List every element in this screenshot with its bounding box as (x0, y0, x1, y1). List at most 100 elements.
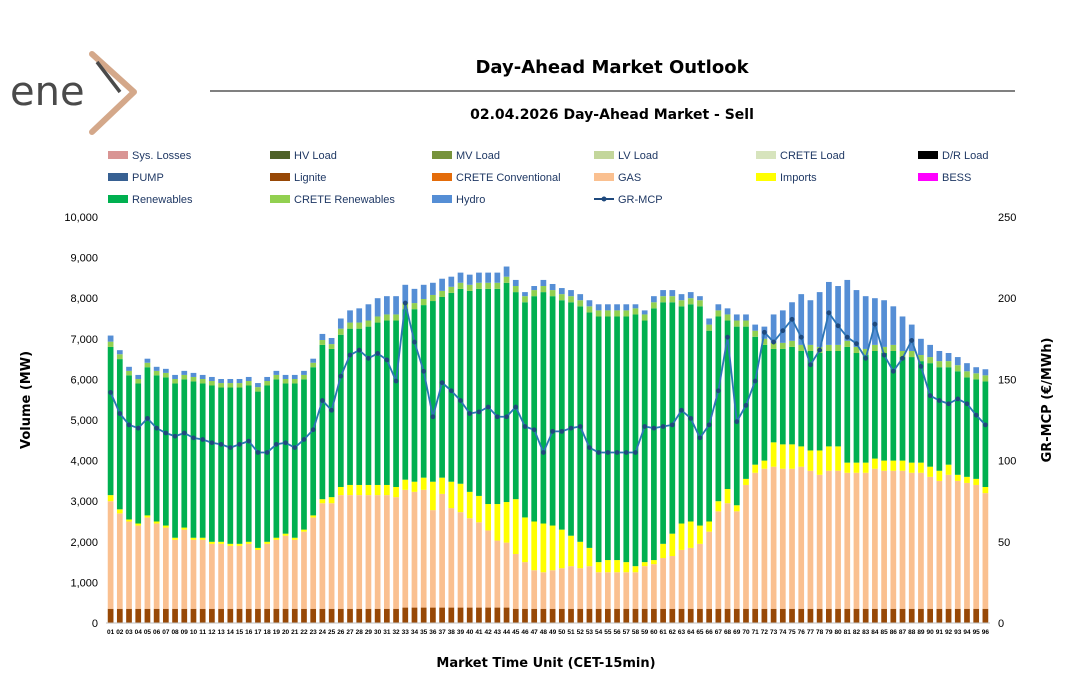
bar-segment-renewables (936, 367, 943, 471)
bar-segment-lignite (669, 608, 676, 623)
bar-segment-hydro (448, 276, 455, 287)
bar-segment-imports (779, 444, 786, 469)
x-tick-label: 72 (761, 629, 769, 636)
bar-segment-hydro (347, 310, 353, 323)
bar-segment-hydro (328, 337, 335, 345)
bar-segment-crete-renewables (632, 308, 639, 315)
x-tick-label: 82 (853, 629, 861, 636)
x-tick-label: 42 (485, 629, 493, 636)
bar-segment-hydro (954, 357, 961, 366)
mcp-point (679, 407, 684, 413)
bar-segment-hydro (982, 369, 989, 376)
bar-segment-crete-renewables (899, 350, 906, 358)
bar-segment-hydro (163, 368, 169, 373)
x-tick-label: 59 (641, 629, 649, 636)
bar-segment-imports (153, 521, 160, 524)
mcp-point (752, 378, 758, 384)
bar-segment-hydro (116, 350, 123, 355)
bar-segment-crete-renewables (135, 378, 142, 384)
bar-segment-renewables (107, 346, 114, 496)
mcp-point (596, 450, 602, 455)
bar-segment-hydro (172, 374, 178, 379)
bar-segment-renewables (328, 348, 335, 498)
bar-segment-hydro (384, 296, 390, 315)
bar-segment-gas (678, 549, 685, 609)
bar-segment-crete-renewables (116, 354, 123, 360)
bar-segment-hydro (715, 304, 722, 311)
bar-segment-lignite (660, 608, 666, 623)
y2-tick-label: 250 (998, 212, 1016, 224)
bar-segment-crete-renewables (577, 300, 584, 307)
bar-segment-imports (227, 543, 234, 546)
bar-segment-gas (273, 539, 280, 609)
bar-segment-renewables (116, 359, 123, 510)
mcp-point (237, 441, 242, 447)
bar-segment-lignite (144, 608, 151, 623)
bar-segment-imports (623, 562, 630, 573)
mcp-point (715, 388, 721, 394)
bar-segment-renewables (586, 312, 593, 548)
bar-segment-gas (393, 497, 399, 609)
bar-segment-crete-renewables (678, 300, 685, 307)
bar-segment-gas (798, 466, 805, 609)
bar-segment-imports (218, 541, 224, 544)
y2-tick-label: 100 (998, 456, 1016, 468)
bar-segment-crete-renewables (568, 296, 574, 303)
bar-segment-renewables (466, 290, 473, 492)
bar-segment-crete-renewables (430, 294, 436, 302)
bar-segment-hydro (964, 363, 970, 372)
bar-segment-renewables (430, 301, 436, 482)
bar-segment-imports (568, 535, 574, 567)
legend-marker-gr-mcp (601, 196, 607, 202)
mcp-point (983, 422, 988, 428)
bar-segment-imports (494, 504, 501, 541)
bar-segment-gas (614, 572, 620, 609)
bar-segment-imports (743, 478, 749, 485)
bar-segment-gas (761, 468, 768, 609)
bar-segment-lignite (347, 608, 353, 623)
bar-segment-gas (835, 470, 841, 609)
x-tick-label: 51 (567, 629, 575, 636)
bar-segment-renewables (439, 296, 445, 478)
bar-segment-lignite (301, 608, 307, 623)
bar-segment-lignite (402, 607, 409, 623)
y-tick-label: 1,000 (70, 577, 98, 589)
bar-segment-crete-renewables (291, 378, 298, 384)
bar-segment-imports (798, 446, 805, 467)
bar-segment-lignite (568, 608, 574, 623)
x-tick-label: 77 (807, 629, 815, 636)
bar-segment-hydro (816, 292, 823, 347)
bar-segment-renewables (301, 379, 307, 530)
mcp-point (734, 419, 740, 425)
bar-segment-gas (439, 493, 445, 608)
bar-segment-gas (577, 568, 584, 609)
mcp-point (448, 388, 454, 394)
bar-segment-lignite (430, 607, 436, 623)
mcp-point (577, 424, 583, 429)
bar-segment-renewables (973, 379, 980, 479)
bar-segment-crete-renewables (669, 296, 676, 303)
bar-segment-hydro (752, 324, 759, 331)
bar-segment-lignite (181, 608, 188, 623)
bar-segment-gas (356, 495, 363, 609)
bar-segment-imports (844, 462, 851, 473)
legend-label: LV Load (618, 150, 658, 162)
bar-segment-gas (890, 470, 897, 609)
bar-segment-hydro (558, 288, 565, 295)
bar-segment-crete-renewables (264, 381, 270, 386)
legend-label: Renewables (132, 194, 193, 206)
mcp-point (789, 316, 795, 322)
mcp-point (135, 425, 141, 431)
bar-segment-hydro (393, 296, 399, 315)
bar-segment-hydro (218, 378, 224, 384)
bar-segment-imports (936, 470, 943, 481)
bar-segment-gas (697, 543, 703, 609)
x-tick-label: 13 (217, 629, 225, 636)
bar-segment-crete-renewables (448, 286, 455, 293)
bar-segment-imports (927, 466, 933, 477)
bar-segment-lignite (282, 608, 289, 623)
bar-segment-gas (337, 495, 344, 609)
bar-segment-hydro (209, 376, 215, 382)
bar-segment-lignite (153, 608, 160, 623)
bar-segment-renewables (807, 350, 814, 451)
